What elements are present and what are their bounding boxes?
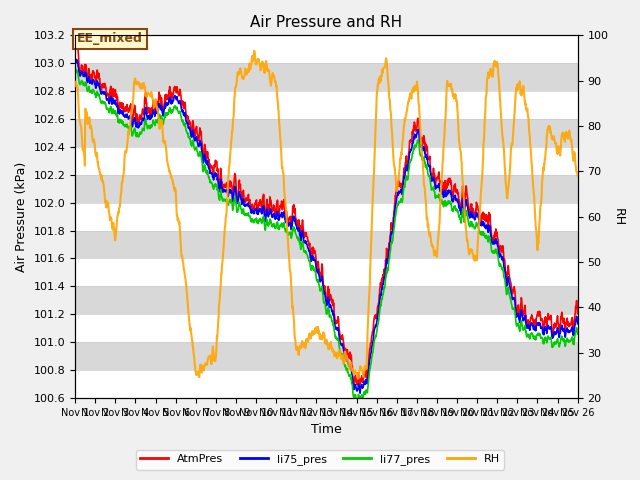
AtmPres: [358, 373, 365, 379]
li75_pres: [131, 115, 139, 121]
li75_pres: [358, 382, 365, 387]
AtmPres: [285, 220, 292, 226]
li75_pres: [295, 225, 303, 231]
Line: li75_pres: li75_pres: [75, 60, 578, 393]
Bar: [75, 63, 578, 91]
Bar: [75, 230, 578, 258]
li75_pres: [73, 57, 81, 62]
RH: [295, 348, 303, 354]
RH: [250, 48, 258, 54]
li77_pres: [356, 399, 364, 405]
Bar: [75, 119, 578, 147]
Text: EE_mixed: EE_mixed: [77, 32, 143, 45]
RH: [355, 375, 362, 381]
li77_pres: [285, 232, 292, 238]
li75_pres: [71, 59, 79, 64]
Title: Air Pressure and RH: Air Pressure and RH: [250, 15, 403, 30]
Line: RH: RH: [75, 51, 578, 378]
RH: [304, 339, 312, 345]
Bar: [75, 36, 578, 63]
li77_pres: [72, 67, 79, 73]
li77_pres: [295, 235, 303, 241]
Line: li77_pres: li77_pres: [75, 70, 578, 402]
li77_pres: [574, 331, 582, 337]
li77_pres: [358, 392, 365, 398]
RH: [131, 80, 138, 86]
AtmPres: [111, 92, 118, 97]
RH: [71, 79, 79, 84]
Bar: [75, 258, 578, 287]
Bar: [75, 342, 578, 370]
li75_pres: [285, 223, 292, 229]
li75_pres: [304, 245, 312, 251]
li77_pres: [304, 255, 312, 261]
Bar: [75, 147, 578, 175]
AtmPres: [574, 311, 582, 316]
Legend: AtmPres, li75_pres, li77_pres, RH: AtmPres, li75_pres, li77_pres, RH: [136, 450, 504, 469]
Bar: [75, 175, 578, 203]
Y-axis label: RH: RH: [612, 207, 625, 226]
AtmPres: [295, 217, 303, 223]
li77_pres: [111, 109, 118, 115]
AtmPres: [356, 386, 364, 392]
AtmPres: [71, 35, 79, 40]
li75_pres: [574, 321, 582, 327]
AtmPres: [304, 239, 312, 244]
RH: [285, 251, 292, 256]
Bar: [75, 314, 578, 342]
li75_pres: [111, 100, 118, 106]
Bar: [75, 370, 578, 398]
li77_pres: [131, 126, 139, 132]
AtmPres: [131, 103, 139, 109]
RH: [574, 173, 582, 179]
li77_pres: [71, 69, 79, 74]
li75_pres: [356, 390, 364, 396]
RH: [110, 227, 118, 232]
AtmPres: [73, 25, 81, 31]
X-axis label: Time: Time: [311, 423, 342, 436]
Bar: [75, 91, 578, 119]
Y-axis label: Air Pressure (kPa): Air Pressure (kPa): [15, 161, 28, 272]
Line: AtmPres: AtmPres: [75, 28, 578, 389]
Bar: [75, 203, 578, 230]
Bar: [75, 287, 578, 314]
RH: [358, 367, 365, 372]
